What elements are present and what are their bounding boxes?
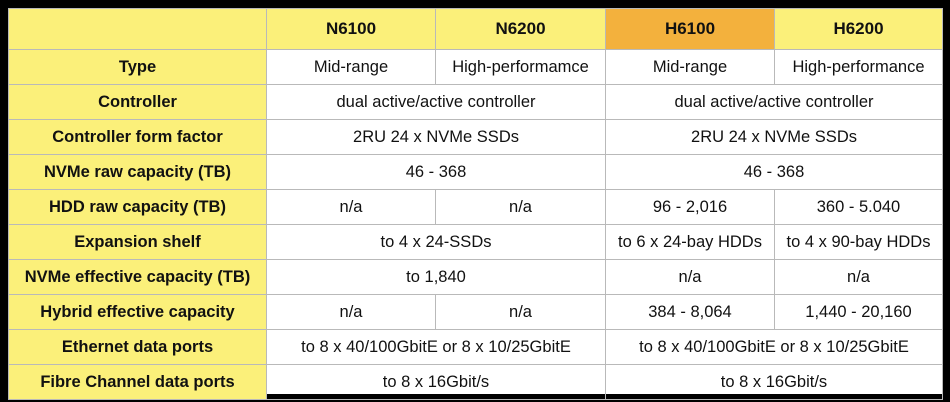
table-cell: to 8 x 16Gbit/s (605, 364, 943, 400)
column-header-n6200: N6200 (435, 8, 606, 50)
table-cell: 46 - 368 (605, 154, 943, 190)
table-cell: n/a (435, 189, 606, 225)
row-label: Hybrid effective capacity (8, 294, 267, 330)
row-label: NVMe raw capacity (TB) (8, 154, 267, 190)
table-row: Expansion shelf to 4 x 24-SSDs to 6 x 24-b… (8, 224, 943, 260)
table-cell: 360 - 5.040 (774, 189, 943, 225)
row-label: Expansion shelf (8, 224, 267, 260)
table-cell: to 4 x 24-SSDs (266, 224, 606, 260)
table-row: Controller dual active/active controller d… (8, 84, 943, 120)
table-row: Fibre Channel data ports to 8 x 16Gbit/s t… (8, 364, 943, 400)
table-cell: to 4 x 90-bay HDDs (774, 224, 943, 260)
table-cell: dual active/active controller (605, 84, 943, 120)
table-cell: n/a (435, 294, 606, 330)
corner-cell (8, 8, 267, 50)
table-cell: 2RU 24 x NVMe SSDs (605, 119, 943, 155)
table-cell: 46 - 368 (266, 154, 606, 190)
table-cell: 384 - 8,064 (605, 294, 775, 330)
spec-comparison-table: N6100 N6200 H6100 H6200 Type Mid-range Hig… (8, 8, 943, 400)
table-cell: n/a (266, 294, 436, 330)
column-header-n6100: N6100 (266, 8, 436, 50)
row-label: HDD raw capacity (TB) (8, 189, 267, 225)
table-cell: dual active/active controller (266, 84, 606, 120)
table-cell: to 8 x 16Gbit/s (266, 364, 606, 400)
table-row: Type Mid-range High-performamce Mid-range Hi… (8, 49, 943, 85)
table-row: HDD raw capacity (TB) n/a n/a 96 - 2,016 360… (8, 189, 943, 225)
table-row: Hybrid effective capacity n/a n/a 384 - 8,0… (8, 294, 943, 330)
row-label: Controller form factor (8, 119, 267, 155)
table-cell: to 8 x 40/100GbitE or 8 x 10/25GbitE (266, 329, 606, 365)
table-cell: to 8 x 40/100GbitE or 8 x 10/25GbitE (605, 329, 943, 365)
table-row: NVMe effective capacity (TB) to 1,840 n/a n… (8, 259, 943, 295)
column-header-h6200: H6200 (774, 8, 943, 50)
table-cell: to 1,840 (266, 259, 606, 295)
table-cell: n/a (605, 259, 775, 295)
table-cell: n/a (774, 259, 943, 295)
row-label: Fibre Channel data ports (8, 364, 267, 400)
row-label: NVMe effective capacity (TB) (8, 259, 267, 295)
table-row: NVMe raw capacity (TB) 46 - 368 46 - 368 (8, 154, 943, 190)
table-row: Controller form factor 2RU 24 x NVMe SSDs… (8, 119, 943, 155)
table-cell: 1,440 - 20,160 (774, 294, 943, 330)
row-label: Ethernet data ports (8, 329, 267, 365)
table-cell: Mid-range (605, 49, 775, 85)
table-body: Type Mid-range High-performamce Mid-range Hi… (8, 49, 943, 400)
header-row: N6100 N6200 H6100 H6200 (8, 8, 943, 50)
spec-table-frame: N6100 N6200 H6100 H6200 Type Mid-range Hig… (8, 8, 943, 400)
row-label: Controller (8, 84, 267, 120)
table-row: Ethernet data ports to 8 x 40/100GbitE or… (8, 329, 943, 365)
table-cell: 96 - 2,016 (605, 189, 775, 225)
table-cell: High-performamce (435, 49, 606, 85)
table-cell: 2RU 24 x NVMe SSDs (266, 119, 606, 155)
table-cell: Mid-range (266, 49, 436, 85)
table-cell: n/a (266, 189, 436, 225)
table-cell: High-performance (774, 49, 943, 85)
row-label: Type (8, 49, 267, 85)
table-cell: to 6 x 24-bay HDDs (605, 224, 775, 260)
column-header-h6100: H6100 (605, 8, 775, 50)
